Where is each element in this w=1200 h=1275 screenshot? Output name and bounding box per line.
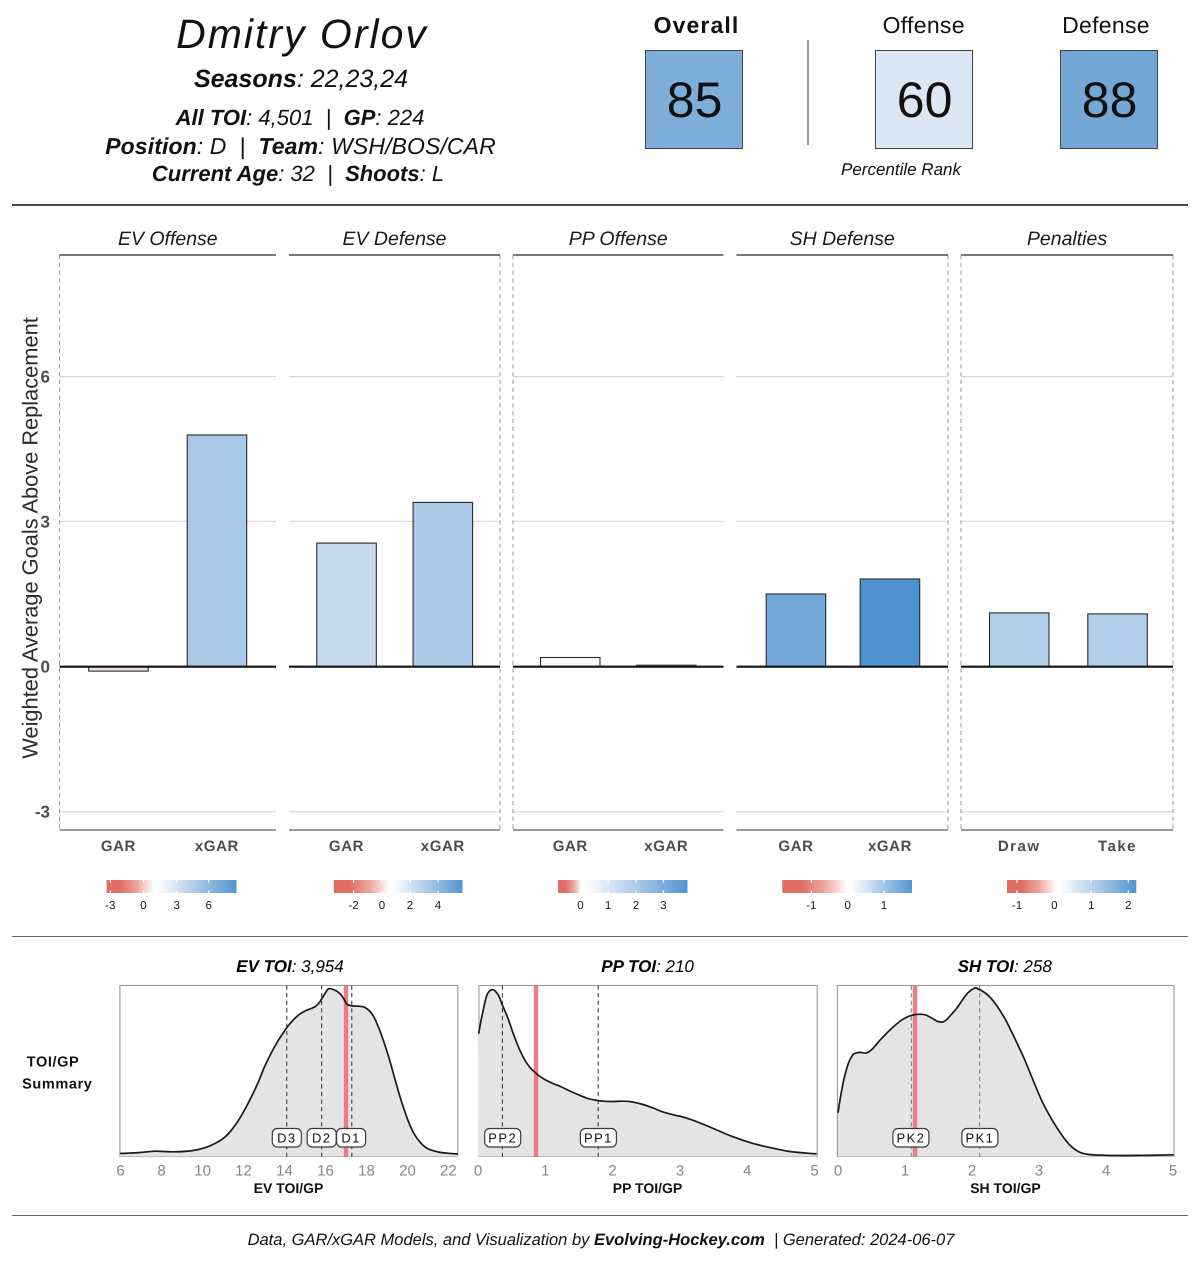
svg-text:5: 5 xyxy=(1169,1163,1177,1180)
svg-text:5: 5 xyxy=(810,1163,818,1180)
svg-text:2: 2 xyxy=(1125,900,1131,912)
svg-text:6: 6 xyxy=(116,1163,124,1180)
svg-text:GAR: GAR xyxy=(101,838,136,855)
svg-text:EV TOI: 3,954: EV TOI: 3,954 xyxy=(236,957,343,976)
svg-text:EV Offense: EV Offense xyxy=(118,228,218,250)
svg-text:20: 20 xyxy=(399,1163,416,1180)
svg-text:TOI/GP: TOI/GP xyxy=(27,1054,79,1070)
svg-text:Draw: Draw xyxy=(998,838,1041,855)
svg-text:22: 22 xyxy=(440,1163,457,1180)
svg-text:1: 1 xyxy=(1088,900,1094,912)
svg-text:0: 0 xyxy=(379,900,385,912)
svg-text:PP1: PP1 xyxy=(584,1131,613,1146)
svg-text:PP TOI: 210: PP TOI: 210 xyxy=(601,957,694,976)
svg-text:D1: D1 xyxy=(341,1131,360,1146)
svg-text:18: 18 xyxy=(358,1163,375,1180)
svg-text:EV TOI/GP: EV TOI/GP xyxy=(254,1180,324,1196)
svg-text:xGAR: xGAR xyxy=(195,838,239,855)
svg-text:4: 4 xyxy=(743,1163,751,1180)
svg-text:2: 2 xyxy=(633,900,639,912)
svg-text:GAR: GAR xyxy=(329,838,364,855)
svg-text:PP TOI/GP: PP TOI/GP xyxy=(613,1180,683,1196)
svg-text:0: 0 xyxy=(1051,900,1057,912)
svg-text:2: 2 xyxy=(608,1163,616,1180)
svg-text:1: 1 xyxy=(541,1163,549,1180)
svg-text:16: 16 xyxy=(317,1163,334,1180)
svg-text:8: 8 xyxy=(157,1163,165,1180)
svg-text:D3: D3 xyxy=(277,1131,296,1146)
svg-text:Summary: Summary xyxy=(22,1076,92,1092)
svg-text:PK2: PK2 xyxy=(897,1131,926,1146)
svg-text:3: 3 xyxy=(41,512,50,531)
svg-text:GAR: GAR xyxy=(553,838,588,855)
svg-text:PP2: PP2 xyxy=(488,1131,517,1146)
svg-text:-1: -1 xyxy=(806,900,816,912)
svg-text:6: 6 xyxy=(205,900,211,912)
svg-text:0: 0 xyxy=(577,900,583,912)
svg-text:Penalties: Penalties xyxy=(1027,228,1107,250)
svg-text:3: 3 xyxy=(676,1163,684,1180)
svg-text:-3: -3 xyxy=(35,803,50,822)
svg-text:0: 0 xyxy=(834,1163,842,1180)
svg-text:4: 4 xyxy=(435,900,442,912)
svg-text:3: 3 xyxy=(1035,1163,1043,1180)
svg-text:0: 0 xyxy=(41,658,50,677)
svg-text:6: 6 xyxy=(41,368,50,387)
svg-text:SH TOI/GP: SH TOI/GP xyxy=(970,1180,1041,1196)
svg-text:-1: -1 xyxy=(1012,900,1022,912)
svg-text:3: 3 xyxy=(173,900,179,912)
svg-text:3: 3 xyxy=(660,900,666,912)
svg-text:D2: D2 xyxy=(312,1131,331,1146)
svg-text:PK1: PK1 xyxy=(966,1131,995,1146)
svg-text:SH Defense: SH Defense xyxy=(790,228,895,250)
svg-text:1: 1 xyxy=(605,900,611,912)
svg-text:PP Offense: PP Offense xyxy=(569,228,668,250)
svg-text:-3: -3 xyxy=(105,900,115,912)
svg-text:1: 1 xyxy=(901,1163,909,1180)
svg-text:10: 10 xyxy=(194,1163,211,1180)
svg-text:-2: -2 xyxy=(348,900,358,912)
svg-text:xGAR: xGAR xyxy=(868,838,912,855)
svg-text:0: 0 xyxy=(844,900,850,912)
svg-text:0: 0 xyxy=(140,900,146,912)
svg-text:14: 14 xyxy=(276,1163,293,1180)
svg-text:12: 12 xyxy=(235,1163,252,1180)
svg-text:EV Defense: EV Defense xyxy=(342,228,446,250)
svg-text:xGAR: xGAR xyxy=(644,838,688,855)
svg-text:2: 2 xyxy=(407,900,413,912)
svg-text:xGAR: xGAR xyxy=(421,838,465,855)
svg-text:Take: Take xyxy=(1098,838,1137,855)
svg-text:1: 1 xyxy=(881,900,887,912)
svg-text:4: 4 xyxy=(1102,1163,1110,1180)
svg-text:2: 2 xyxy=(968,1163,976,1180)
svg-text:SH TOI: 258: SH TOI: 258 xyxy=(958,957,1053,976)
svg-text:0: 0 xyxy=(474,1163,482,1180)
svg-text:GAR: GAR xyxy=(778,838,813,855)
svg-text:Weighted Average Goals Above R: Weighted Average Goals Above Replacement xyxy=(17,317,42,758)
